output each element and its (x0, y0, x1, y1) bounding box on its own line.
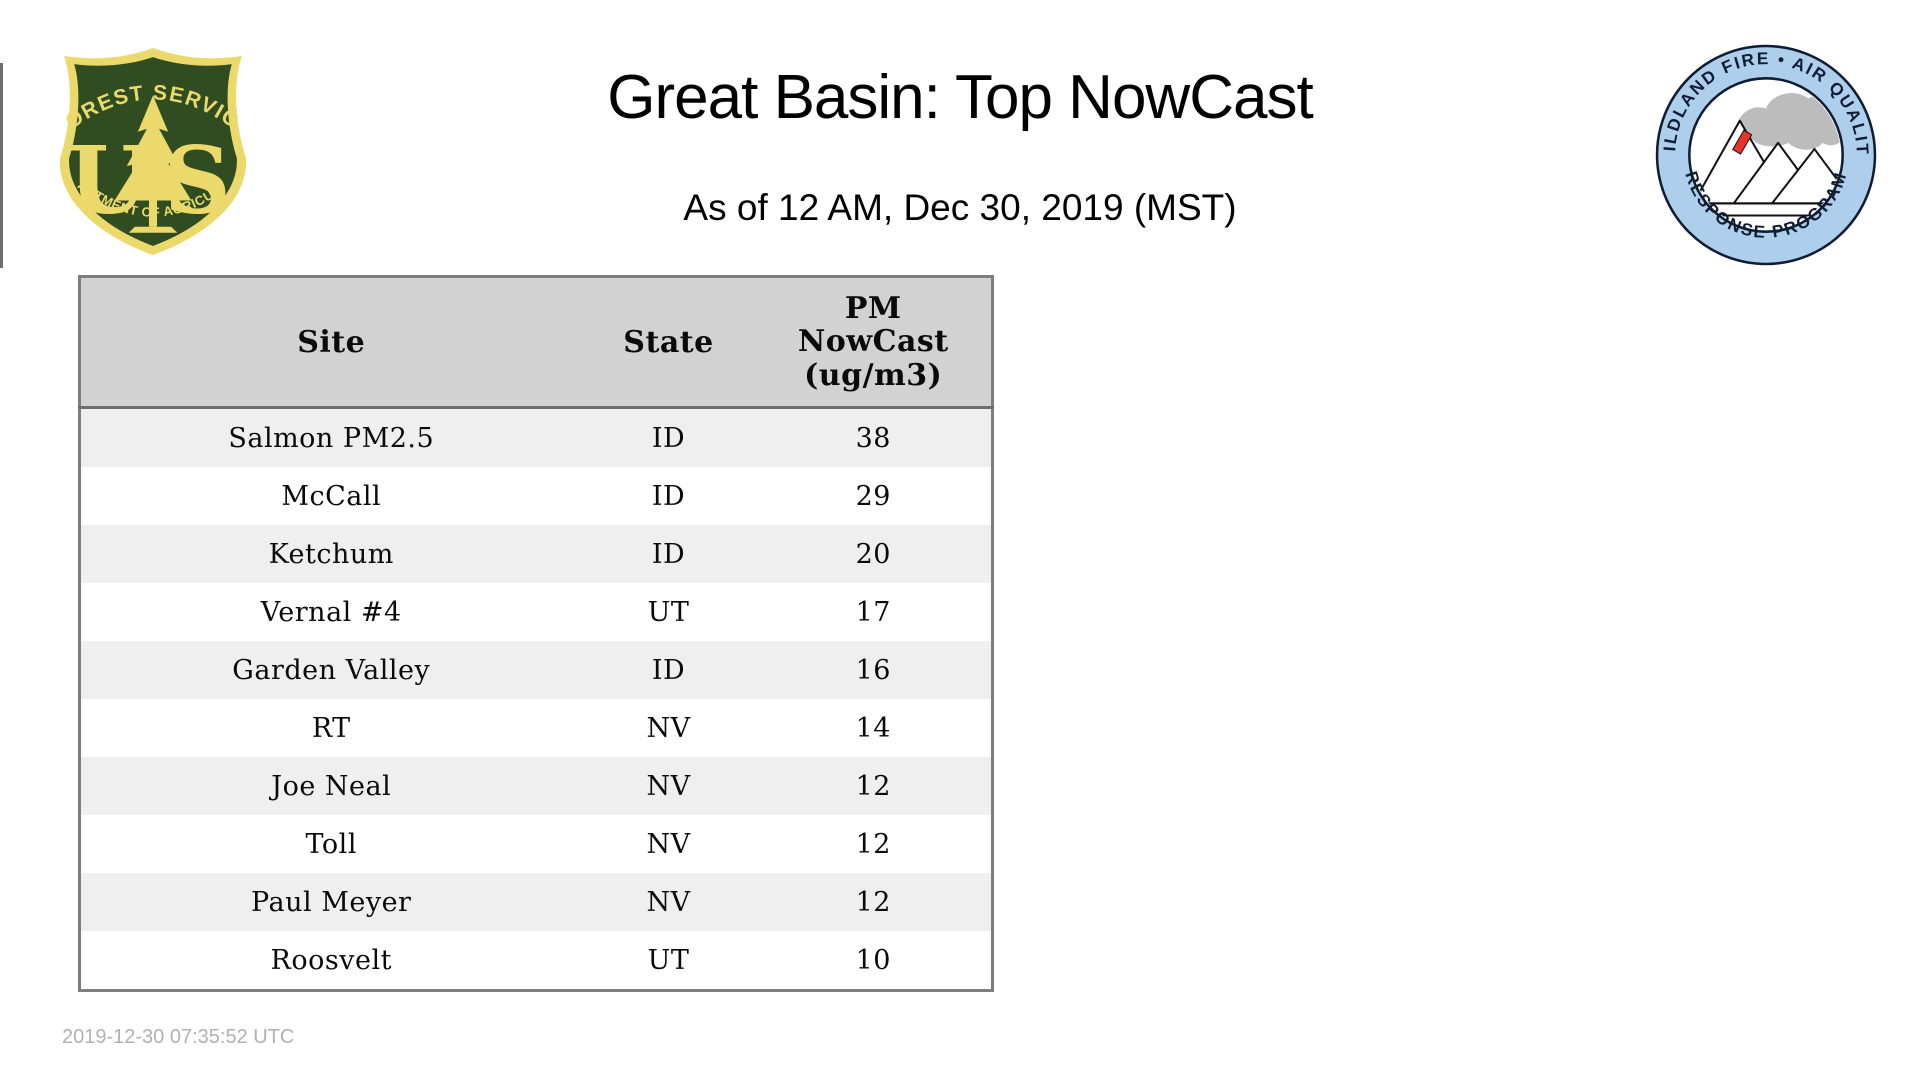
page-title: Great Basin: Top NowCast (607, 63, 1313, 132)
site-cell: Roosvelt (270, 944, 392, 976)
site-cell: Ketchum (268, 538, 394, 570)
value-cell: 17 (855, 596, 891, 628)
table-row: Ketchum ID 20 (79, 525, 993, 583)
table-row: Joe Neal NV 12 (79, 757, 993, 815)
nowcast-table: Site State PM NowCast (ug/m3) Salmon PM2… (78, 275, 994, 992)
table-row: Garden Valley ID 16 (79, 641, 993, 699)
state-column-header: State (581, 276, 756, 409)
site-cell: Joe Neal (271, 770, 392, 802)
value-cell: 10 (855, 944, 891, 976)
value-cell: 29 (855, 480, 891, 512)
state-cell: NV (646, 712, 691, 744)
state-cell: ID (651, 538, 686, 570)
state-cell: NV (646, 886, 691, 918)
value-cell: 38 (855, 422, 891, 454)
generated-timestamp: 2019-12-30 07:35:52 UTC (62, 1026, 295, 1048)
table-row: Toll NV 12 (79, 815, 993, 873)
pm-header-line2: NowCast (797, 324, 949, 360)
smoke-cloud (1736, 93, 1841, 150)
pm-header-line1: PM (844, 290, 902, 326)
site-cell: Paul Meyer (251, 886, 412, 918)
table-row: Salmon PM2.5 ID 38 (79, 407, 993, 467)
state-cell: NV (646, 770, 691, 802)
pine-tree-icon (114, 95, 192, 233)
table-header-row: Site State PM NowCast (ug/m3) (79, 276, 993, 409)
state-cell: ID (651, 480, 686, 512)
value-cell: 20 (855, 538, 891, 570)
window-edge-artifact (0, 63, 3, 268)
state-cell: ID (651, 654, 686, 686)
pm-nowcast-column-header: PM NowCast (ug/m3) (755, 276, 993, 409)
value-cell: 12 (855, 828, 891, 860)
table-row: McCall ID 29 (79, 467, 993, 525)
wildland-fire-air-quality-logo: WILDLAND FIRE • AIR QUALITY RESPONSE PRO… (1653, 42, 1877, 266)
site-cell: McCall (281, 480, 382, 512)
forest-service-logo: FOREST SERVICE U S DEPARTMENT OF AGRICUL… (52, 44, 247, 256)
flame-marker-icon (1732, 129, 1753, 155)
site-cell: RT (311, 712, 351, 744)
table-row: Vernal #4 UT 17 (79, 583, 993, 641)
pm-header-line3: (ug/m3) (804, 357, 943, 393)
state-cell: ID (651, 422, 686, 454)
table-row: Paul Meyer NV 12 (79, 873, 993, 931)
site-cell: Toll (305, 828, 357, 860)
value-cell: 14 (855, 712, 891, 744)
value-cell: 12 (855, 886, 891, 918)
state-cell: NV (646, 828, 691, 860)
site-column-header: Site (79, 276, 582, 409)
page-subtitle: As of 12 AM, Dec 30, 2019 (MST) (683, 187, 1237, 228)
state-cell: UT (647, 944, 690, 976)
site-cell: Garden Valley (232, 654, 431, 686)
value-cell: 16 (855, 654, 891, 686)
value-cell: 12 (855, 770, 891, 802)
table-row: RT NV 14 (79, 699, 993, 757)
table-row: Roosvelt UT 10 (79, 931, 993, 991)
table-body: Salmon PM2.5 ID 38 McCall ID 29 Ketchum ID 20 Ver… (79, 407, 993, 991)
site-cell: Salmon PM2.5 (228, 422, 435, 454)
state-cell: UT (647, 596, 690, 628)
site-cell: Vernal #4 (260, 596, 402, 628)
